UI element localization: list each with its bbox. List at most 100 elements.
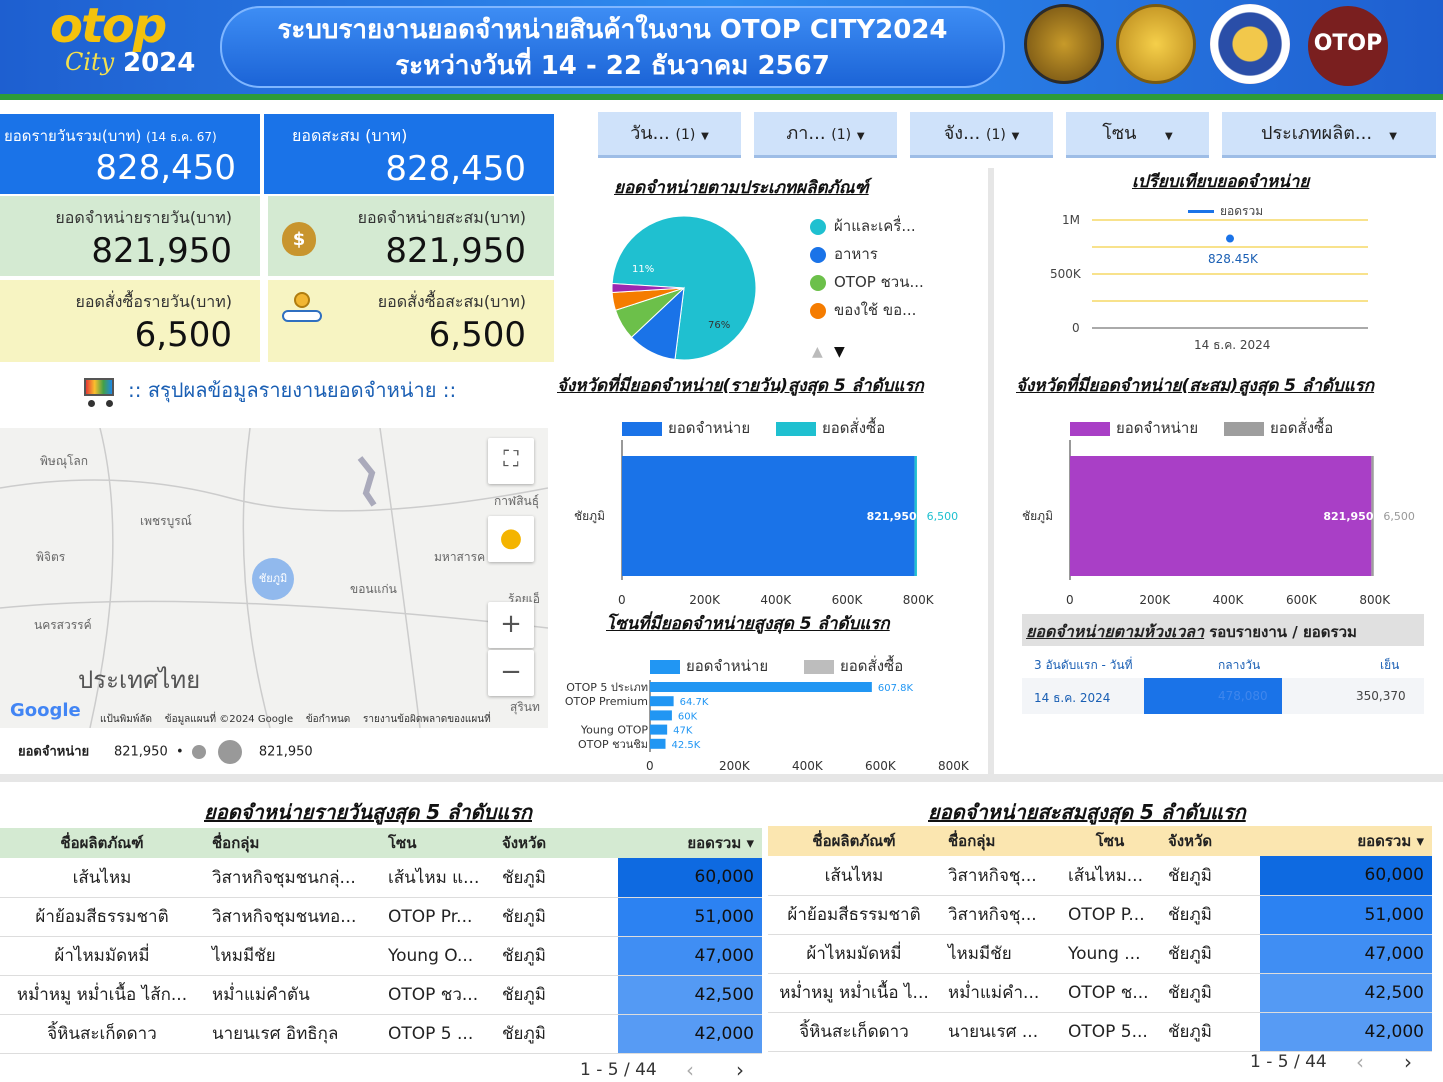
bar-category-label: ชัยภูมิ	[1022, 509, 1053, 524]
map-legend-label: ยอดจำหน่าย	[18, 744, 90, 760]
province-cell: ชัยภูมิ	[1168, 1022, 1212, 1042]
compare-chart[interactable]	[1048, 210, 1368, 350]
zone-legend-sales-label: ยอดจำหน่าย	[686, 657, 769, 675]
daily-col-zone[interactable]: โซน	[388, 834, 417, 852]
table-row[interactable]: ผ้าไหมมัดหมี่ ไหมมีชัย Young ... ชัยภูมิ 47,…	[768, 934, 1432, 973]
map-bubble-label: ชัยภูมิ	[258, 572, 288, 585]
map-label-kalasin: กาฬสินธุ์	[494, 494, 540, 508]
total-cell: 42,000	[1260, 1012, 1432, 1051]
time-table-subtitle: รอบรายงาน / ยอดรวม	[1209, 623, 1357, 641]
time-table-title: ยอดจำหน่ายตามห้วงเวลา	[1026, 622, 1205, 641]
table-row[interactable]: เส้นไหม วิสาหกิจชุ... เส้นไหม... ชัยภูมิ 60,…	[768, 856, 1432, 895]
zone-cell: OTOP 5 ...	[388, 1023, 474, 1044]
zone-bar[interactable]	[650, 710, 672, 721]
map-bubble-chaiyaphum[interactable]: ชัยภูมิ	[252, 558, 294, 600]
filter-date[interactable]: วัน... (1) ▼	[598, 112, 741, 158]
pie-legend-item[interactable]: อาหาร	[810, 242, 878, 266]
x-tick-label: 0	[1066, 593, 1074, 607]
zoom-in-button[interactable]: +	[488, 602, 534, 648]
legend-page-up-icon[interactable]: ▲	[812, 344, 823, 360]
otop-logo: OTOP	[1308, 6, 1388, 86]
map-footer-terms[interactable]: ข้อกำหนด	[305, 714, 351, 725]
map-footer-shortcuts[interactable]: แป้นพิมพ์ลัด	[100, 714, 153, 725]
filter-zone[interactable]: โซน ▼	[1066, 112, 1209, 158]
zone-bar[interactable]	[650, 682, 872, 692]
cum-col-group[interactable]: ชื่อกลุ่ม	[948, 832, 996, 850]
zoom-out-button[interactable]: −	[488, 650, 534, 696]
pie-slice[interactable]	[611, 282, 685, 294]
daily-col-product[interactable]: ชื่อผลิตภัณฑ์	[60, 834, 144, 852]
filter-product-type[interactable]: ประเภทผลิต... ▼	[1222, 112, 1436, 158]
cum-prev-icon[interactable]: ‹	[1356, 1050, 1364, 1074]
zone-bar[interactable]	[650, 724, 668, 735]
pie-legend-item[interactable]: ผ้าและเครื่...	[810, 214, 916, 238]
kpi-cumulative: ยอดสะสม (บาท) 828,450	[264, 114, 554, 194]
x-tick-label: 400K	[760, 593, 792, 607]
zone-chart[interactable]: 607.8K OTOP 5 ประเภท 64.7K OTOP Premium 60K 4…	[560, 676, 980, 776]
table-row[interactable]: จิ้หินสะเก็ดดาว นายนเรศ ... OTOP 5... ชัยภู…	[768, 1012, 1432, 1051]
bar-orders-label: 6,500	[927, 510, 959, 523]
bar-daily-legend-orders: ยอดสั่งซื้อ	[776, 416, 885, 440]
bar-daily-title: จังหวัดที่มียอดจำหน่าย(รายวัน)สูงสุด 5 ล…	[557, 376, 924, 396]
legend-page-down-icon[interactable]: ▼	[834, 344, 845, 360]
pie-chart[interactable]: 76% 11%	[608, 212, 768, 372]
bar-sales[interactable]	[1070, 456, 1372, 576]
table-row[interactable]: หม่ำหมู หม่ำเนื้อ ไส้ก... หม่ำแม่คำตัน OTO…	[0, 975, 762, 1014]
cum-col-zone[interactable]: โซน	[1095, 832, 1125, 850]
street-view-pegman-icon[interactable]: ●	[488, 516, 534, 562]
cum-next-icon[interactable]: ›	[1404, 1050, 1412, 1074]
pie-legend-item[interactable]: ของใช้ ขอ...	[810, 298, 916, 322]
daily-col-group[interactable]: ชื่อกลุ่ม	[212, 834, 260, 852]
product-cell: จิ้หินสะเก็ดดาว	[799, 1022, 909, 1042]
bar-orders[interactable]	[914, 456, 917, 576]
product-cell: เส้นไหม	[824, 865, 884, 886]
map[interactable]: พิษณุโลก เพชรบูรณ์ พิจิตร ชัยภูมิ ขอนแก่…	[0, 428, 548, 728]
group-cell: หม่ำแม่คำตัน	[212, 985, 310, 1005]
daily-col-province[interactable]: จังหวัด	[502, 834, 547, 852]
kpi-daily-orders-value: 6,500	[134, 315, 232, 355]
cum-col-province[interactable]: จังหวัด	[1168, 832, 1213, 850]
compare-y-tick-1m: 1M	[1062, 213, 1080, 227]
time-row-evening: 350,370	[1356, 689, 1406, 703]
zone-bar[interactable]	[650, 738, 666, 749]
table-row[interactable]: ผ้าไหมมัดหมี่ ไหมมีชัย Young O... ชัยภูมิ 47…	[0, 936, 762, 975]
zone-bar[interactable]	[650, 696, 674, 707]
map-footer-report[interactable]: รายงานข้อผิดพลาดของแผนที่	[363, 714, 491, 725]
zone-category-label: Young OTOP	[580, 724, 648, 737]
bar-orders[interactable]	[1371, 456, 1374, 576]
table-row[interactable]: ผ้าย้อมสีธรรมชาติ วิสาหกิจชุมชนทอ... OTOP …	[0, 897, 762, 936]
fullscreen-button[interactable]: ⛶	[488, 438, 534, 484]
x-tick-label: 200K	[719, 759, 751, 773]
table-row[interactable]: หม่ำหมู หม่ำเนื้อ ไ... หม่ำแม่คำ... OTOP ช…	[768, 973, 1432, 1012]
table-row[interactable]: เส้นไหม วิสาหกิจชุมชนกลุ่... เส้นไหม แ... ช…	[0, 858, 762, 897]
bar-sales[interactable]	[622, 456, 915, 576]
daily-next-icon[interactable]: ›	[736, 1058, 744, 1082]
pie-legend-item[interactable]: OTOP ชวน...	[810, 270, 924, 294]
bar-cum-chart[interactable]: ชัยภูมิ 821,950 6,500 0 200K 400K 600K 800K	[1014, 440, 1434, 630]
province-cell: ชัยภูมิ	[502, 1024, 546, 1044]
table-row[interactable]: ผ้าย้อมสีธรรมชาติ วิสาหกิจชุ... OTOP P... ช…	[768, 895, 1432, 934]
emblem-logo-1	[1024, 4, 1104, 84]
daily-col-total[interactable]: ยอดรวม ▾	[687, 834, 754, 852]
map-footer: แป้นพิมพ์ลัด ข้อมูลแผนที่ ©2024 Google ข…	[100, 712, 491, 727]
bar-sales-label: 821,950	[1323, 510, 1373, 523]
kpi-cum-orders-value: 6,500	[428, 315, 526, 355]
product-cell: หม่ำหมู หม่ำเนื้อ ไ...	[779, 983, 929, 1003]
map-label-nakhonsawan: นครสวรรค์	[34, 618, 92, 632]
filter-region[interactable]: ภา... (1) ▼	[754, 112, 897, 158]
daily-prev-icon[interactable]: ‹	[686, 1058, 694, 1082]
x-tick-label: 800K	[903, 593, 935, 607]
filter-province[interactable]: จัง... (1) ▼	[910, 112, 1053, 158]
compare-point[interactable]	[1226, 234, 1234, 243]
kpi-cum-sales-label: ยอดจำหน่ายสะสม(บาท)	[357, 208, 526, 227]
kpi-daily-orders-label: ยอดสั่งซื้อรายวัน(บาท)	[75, 292, 232, 311]
filter-zone-label: โซน	[1102, 123, 1137, 144]
cum-col-product[interactable]: ชื่อผลิตภัณฑ์	[812, 832, 896, 850]
time-table-header: ยอดจำหน่ายตามห้วงเวลา รอบรายงาน / ยอดรวม	[1022, 614, 1424, 646]
x-tick-label: 600K	[1286, 593, 1318, 607]
cum-col-total[interactable]: ยอดรวม ▾	[1357, 832, 1424, 850]
table-row[interactable]: จิ้หินสะเก็ดดาว นายนเรศ อิทธิกุล OTOP 5 ..…	[0, 1014, 762, 1053]
group-cell: วิสาหกิจชุ...	[948, 905, 1037, 925]
zone-cell: OTOP ชว...	[388, 985, 479, 1005]
